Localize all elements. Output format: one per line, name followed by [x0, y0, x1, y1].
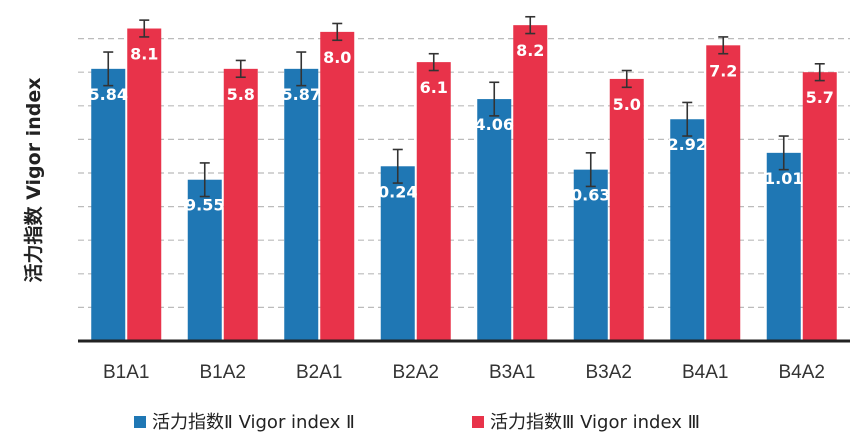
data-label-series-1-B1A1: 5.84: [89, 85, 128, 104]
x-tick-label-B3A2: B3A2: [586, 362, 632, 383]
y-axis-label: 活力指数 Vigor index: [22, 78, 45, 283]
data-label-series-1-B3A2: 0.63: [571, 186, 610, 205]
x-tick-labels: B1A1 B1A2 B2A1 B2A2 B3A1 B3A2 B4A1 B4A2: [103, 362, 825, 383]
x-tick-label-B3A1: B3A1: [489, 362, 535, 383]
bar-series-1-B3A1: [477, 99, 512, 341]
bar-series-1-B4A2: [766, 152, 801, 341]
bars: [91, 25, 837, 342]
legend: 活力指数Ⅱ Vigor index Ⅱ 活力指数Ⅲ Vigor index Ⅲ: [134, 412, 700, 433]
legend-swatch-series-1: [134, 416, 146, 428]
bar-series-2-B2A2: [416, 62, 451, 342]
bar-series-1-B3A2: [573, 169, 608, 341]
x-tick-label-B1A2: B1A2: [200, 362, 246, 383]
bar-series-2-B3A2: [609, 78, 644, 342]
bar-series-2-B3A1: [513, 25, 548, 341]
bar-series-1-B1A2: [187, 179, 222, 341]
x-tick-label-B4A2: B4A2: [779, 362, 825, 383]
data-label-series-1-B2A1: 5.87: [282, 85, 321, 104]
data-label-series-1-B4A1: 2.92: [668, 135, 707, 154]
data-label-series-2-B1A1: 8.1: [130, 45, 158, 64]
bar-series-2-B1A1: [127, 28, 162, 342]
data-label-series-2-B2A2: 6.1: [420, 78, 448, 97]
x-tick-label-B4A1: B4A1: [682, 362, 728, 383]
bar-series-1-B1A1: [91, 68, 126, 341]
x-tick-label-B1A1: B1A1: [103, 362, 149, 383]
legend-label-series-2: 活力指数Ⅲ Vigor index Ⅲ: [490, 412, 700, 433]
bar-series-2-B1A2: [223, 68, 258, 341]
bar-series-2-B4A2: [802, 72, 837, 341]
x-tick-label-B2A2: B2A2: [393, 362, 439, 383]
data-label-series-2-B4A2: 5.7: [806, 88, 834, 107]
data-label-series-1-B2A2: 0.24: [378, 182, 417, 201]
data-label-series-2-B4A1: 7.2: [709, 61, 737, 80]
bar-series-1-B2A1: [284, 68, 319, 341]
data-labels: 5.84 8.1 9.55 5.8 5.878.0 0.24 6.1 4.06 8.2 0.63 5…: [89, 41, 834, 215]
bar-series-2-B2A1: [320, 31, 355, 341]
data-label-series-2-B1A2: 5.8: [227, 85, 255, 104]
error-bars: [103, 15, 825, 198]
legend-swatch-series-2: [472, 416, 484, 428]
bar-series-2-B4A1: [706, 45, 741, 341]
bar-series-1-B4A1: [670, 119, 705, 342]
legend-label-series-1: 活力指数Ⅱ Vigor index Ⅱ: [152, 412, 355, 433]
x-tick-label-B2A1: B2A1: [296, 362, 342, 383]
data-label-series-1-B1A2: 9.55: [185, 196, 224, 215]
data-label-series-2-B2A1: 8.0: [323, 48, 351, 67]
data-label-series-2-B3A2: 5.0: [613, 95, 641, 114]
data-label-series-2-B3A1: 8.2: [516, 41, 544, 60]
data-label-series-1-B3A1: 4.06: [475, 115, 514, 134]
bar-series-1-B2A2: [380, 166, 415, 341]
data-label-series-1-B4A2: 1.01: [764, 169, 803, 188]
